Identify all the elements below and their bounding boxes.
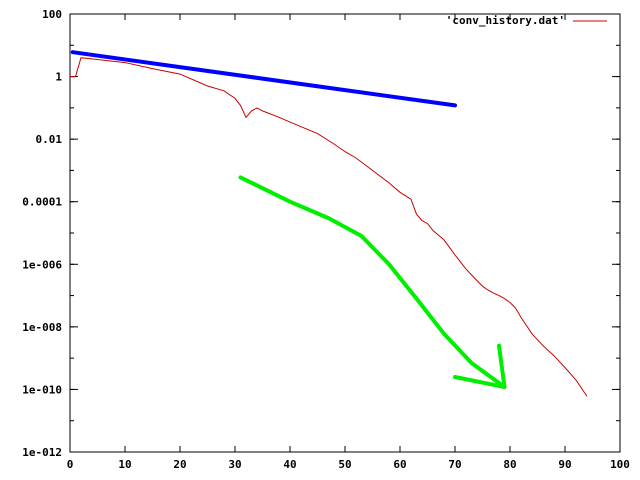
annotation-line-0	[70, 50, 457, 108]
series-line-0	[70, 57, 588, 397]
x-tick-label: 20	[173, 458, 186, 471]
y-tick-label: 0.01	[36, 133, 63, 146]
x-tick-label: 0	[67, 458, 74, 471]
x-tick-label: 80	[503, 458, 516, 471]
x-tick-label: 90	[558, 458, 571, 471]
annotations	[70, 50, 507, 389]
y-tick-label: 100	[42, 8, 62, 21]
y-tick-label: 1e-012	[22, 446, 62, 459]
data-series	[70, 57, 588, 397]
x-tick-label: 60	[393, 458, 406, 471]
x-tick-label: 70	[448, 458, 461, 471]
legend-label-series-0: 'conv_history.dat'	[446, 14, 565, 27]
y-tick-label: 1e-008	[22, 321, 62, 334]
y-tick-label: 0.0001	[22, 196, 62, 209]
y-axis: 100 1 0.01 0.0001 1e-006 1e-008 1e-010 1e-012	[22, 8, 620, 459]
x-tick-label: 10	[118, 458, 131, 471]
x-tick-label: 30	[228, 458, 241, 471]
x-tick-label: 40	[283, 458, 296, 471]
annotation-arrowhead-2	[453, 343, 507, 389]
x-tick-label: 50	[338, 458, 351, 471]
legend: 'conv_history.dat'	[446, 14, 607, 27]
y-tick-label: 1e-006	[22, 258, 62, 271]
plot-frame	[69, 13, 621, 453]
y-tick-label: 1	[55, 71, 62, 84]
x-tick-label: 100	[610, 458, 630, 471]
x-axis: 0 10 20 30 40 50 60 70 80 90 100	[67, 14, 630, 471]
annotation-curve-1	[238, 175, 507, 389]
y-tick-label: 1e-010	[22, 383, 62, 396]
